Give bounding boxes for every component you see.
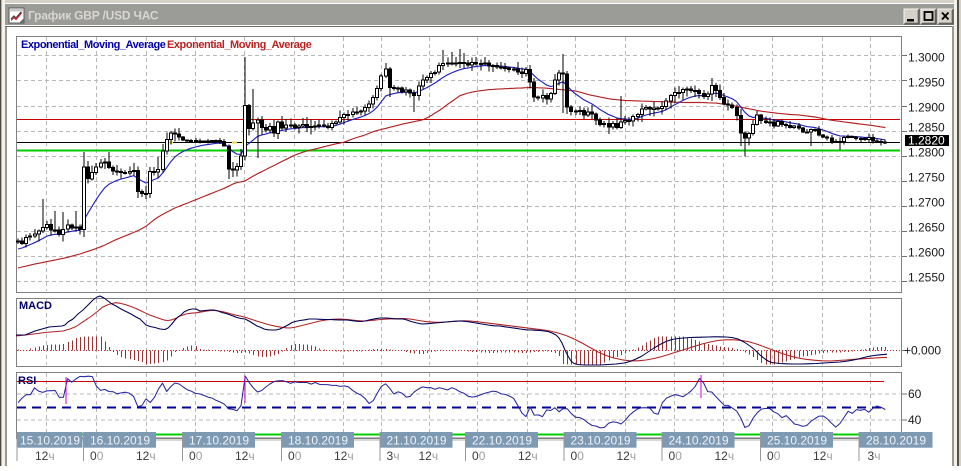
svg-text:ч: ч (874, 449, 880, 463)
svg-text:40: 40 (908, 413, 922, 427)
svg-text:23.10.2019: 23.10.2019 (570, 433, 630, 447)
svg-text:ч: ч (48, 449, 54, 463)
svg-text:12: 12 (235, 449, 249, 463)
svg-text:ч: ч (728, 449, 734, 463)
svg-text:12: 12 (334, 449, 348, 463)
svg-text:12: 12 (715, 449, 729, 463)
svg-text:0: 0 (571, 449, 578, 463)
svg-text:3: 3 (868, 449, 875, 463)
svg-text:ч: ч (432, 449, 438, 463)
svg-text:1.2600: 1.2600 (908, 246, 945, 260)
svg-text:21.10.2019: 21.10.2019 (386, 433, 446, 447)
svg-text:12: 12 (35, 449, 49, 463)
svg-text:ч: ч (149, 449, 155, 463)
svg-text:18.10.2019: 18.10.2019 (288, 433, 348, 447)
svg-text:График GBP /USD ЧАС: График GBP /USD ЧАС (28, 9, 159, 23)
svg-text:24.10.2019: 24.10.2019 (668, 433, 728, 447)
svg-text:1.3000: 1.3000 (908, 50, 945, 64)
svg-text:3: 3 (387, 449, 394, 463)
svg-text:60: 60 (908, 387, 922, 401)
svg-text:0: 0 (774, 449, 781, 463)
svg-text:0: 0 (189, 449, 196, 463)
svg-text:12: 12 (617, 449, 631, 463)
svg-text:22.10.2019: 22.10.2019 (472, 433, 532, 447)
svg-text:12: 12 (518, 449, 532, 463)
svg-text:1.2950: 1.2950 (908, 76, 945, 90)
svg-text:ч: ч (347, 449, 353, 463)
svg-text:0: 0 (295, 449, 302, 463)
svg-text:12: 12 (419, 449, 433, 463)
svg-text:ч: ч (248, 449, 254, 463)
svg-text:RSI: RSI (18, 375, 36, 387)
svg-text:0: 0 (288, 449, 295, 463)
svg-text:12: 12 (136, 449, 150, 463)
svg-text:ч: ч (531, 449, 537, 463)
svg-text:+0.000: +0.000 (904, 344, 941, 358)
svg-text:25.10.2019: 25.10.2019 (767, 433, 827, 447)
svg-text:15.10.2019: 15.10.2019 (20, 433, 80, 447)
svg-text:1.2820: 1.2820 (908, 134, 945, 148)
svg-text:0: 0 (479, 449, 486, 463)
svg-text:1.2650: 1.2650 (908, 221, 945, 235)
svg-text:0: 0 (97, 449, 104, 463)
svg-text:Exponential_Moving_Average: Exponential_Moving_Average (21, 39, 166, 51)
svg-text:MACD: MACD (19, 300, 52, 312)
svg-text:0: 0 (196, 449, 203, 463)
svg-text:0: 0 (577, 449, 584, 463)
svg-text:0: 0 (767, 449, 774, 463)
svg-text:ч: ч (393, 449, 399, 463)
svg-text:0: 0 (669, 449, 676, 463)
svg-text:ч: ч (630, 449, 636, 463)
svg-text:Exponential_Moving_Average: Exponential_Moving_Average (167, 39, 312, 51)
svg-text:1.2550: 1.2550 (908, 271, 945, 285)
svg-text:16.10.2019: 16.10.2019 (90, 433, 150, 447)
svg-text:17.10.2019: 17.10.2019 (189, 433, 249, 447)
svg-text:0: 0 (472, 449, 479, 463)
svg-text:1.2850: 1.2850 (908, 120, 945, 134)
svg-text:ч: ч (826, 449, 832, 463)
svg-text:1.2750: 1.2750 (908, 171, 945, 185)
svg-text:1.2900: 1.2900 (908, 101, 945, 115)
svg-text:1.2700: 1.2700 (908, 196, 945, 210)
svg-text:0: 0 (90, 449, 97, 463)
svg-text:28.10.2019: 28.10.2019 (866, 433, 926, 447)
svg-text:0: 0 (675, 449, 682, 463)
svg-text:12: 12 (813, 449, 827, 463)
svg-text:1.2800: 1.2800 (908, 145, 945, 159)
